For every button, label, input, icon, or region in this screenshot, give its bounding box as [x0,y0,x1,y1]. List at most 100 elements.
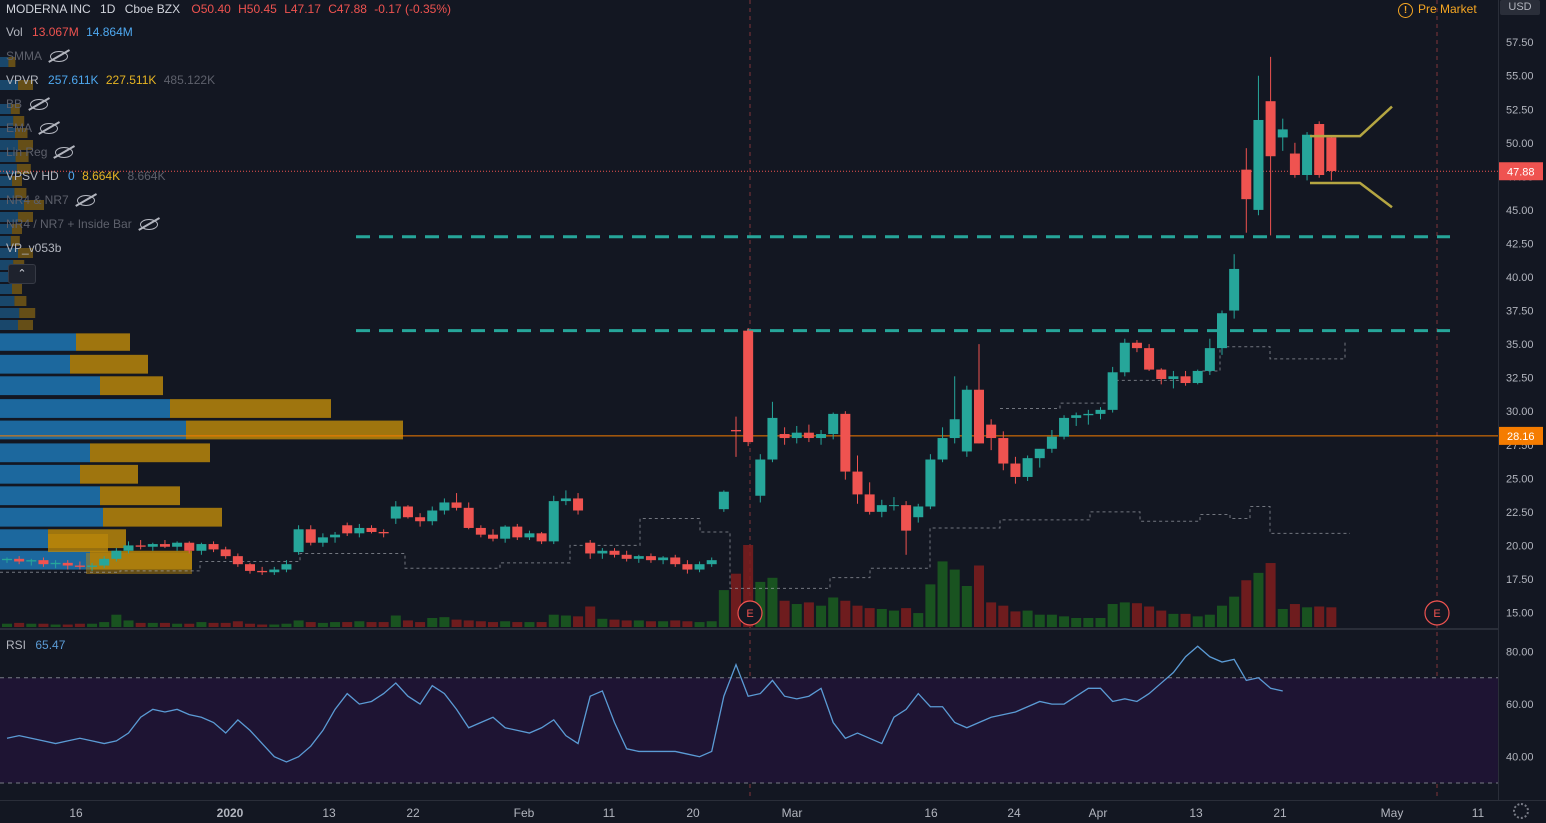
candle-body [767,417,778,460]
candle-body [974,389,984,444]
volume-bar [38,623,49,627]
rsi-line [6,645,1283,763]
vp-bar-upper-up [0,128,15,138]
legend-vol[interactable]: Vol 13.067M 14.864M [6,25,133,39]
stepline-lower [0,505,1350,589]
vp-bar-upper-down [14,296,27,306]
volume-bar [196,622,207,627]
vol-label: Vol [6,25,23,39]
volume-bar [451,619,462,627]
legend-linreg[interactable]: Lin Reg [6,145,74,159]
time-tick-label: 20 [686,806,700,820]
candle-body [1289,153,1300,176]
time-tick-label: 13 [322,806,336,820]
vp-bar-down [90,443,210,463]
volume-bar [901,608,912,627]
candle-body [1046,436,1057,449]
volume-bar [99,622,110,627]
candle-body [706,560,717,565]
hidden-eye-icon[interactable] [30,99,49,111]
vpvr-label: VPVR [6,73,39,87]
interval[interactable]: 1D [100,2,116,16]
candle-body [840,413,851,472]
high-value: H50.45 [238,2,277,16]
legend-nr-inside[interactable]: NR4 / NR7 + Inside Bar [6,217,158,231]
volume-bar [1229,596,1240,627]
vpsv-value-2: 8.664K [82,169,121,183]
time-tick-label: 11 [603,806,616,820]
legend-nr[interactable]: NR4 & NR7 [6,193,95,207]
earnings-marker-label: E [1433,608,1440,620]
volume-bar [87,623,98,627]
candle-body [439,502,450,511]
candle-body [791,432,802,439]
volume-bar [305,622,316,627]
volume-bar [74,623,85,627]
volume-bar [1144,606,1155,627]
vp-bar-upper-down [18,248,33,258]
marked-price-label: 28.16 [1507,431,1535,443]
legend-vpvr[interactable]: VPVR 257.611K 227.511K 485.122K [6,73,215,87]
volume-bar [488,622,498,627]
hidden-eye-icon[interactable] [55,147,74,159]
legend-rsi[interactable]: RSI 65.47 [6,638,65,652]
vp-bar-up [0,333,76,351]
price-tick-label: 45.00 [1506,205,1534,217]
hidden-eye-icon[interactable] [40,123,59,135]
volume-bar [925,584,936,627]
legend-bb[interactable]: BB [6,97,49,111]
legend-ema[interactable]: EMA [6,121,59,135]
candle-body [159,544,170,547]
legend-vpsv[interactable]: VPSV HD 0 8.664K 8.664K [6,169,166,183]
vp-bar-up [0,486,100,506]
linreg-label: Lin Reg [6,145,48,159]
volume-bar [840,600,851,627]
candle-body [645,556,656,561]
candle-body [888,505,899,507]
vp-bar-upper-up [0,248,18,258]
settings-gear-icon[interactable] [1513,803,1529,819]
vp-bar-upper-up [0,272,15,282]
volume-bar [779,600,790,627]
volume-bar [1265,563,1276,627]
volume-bar [402,620,413,627]
hidden-eye-icon[interactable] [139,219,158,231]
candle-body [500,526,511,539]
volume-bar [791,604,802,627]
legend-smma[interactable]: SMMA [6,49,68,63]
vpvr-value-1: 257.611K [48,73,99,87]
candle-body [1168,376,1179,379]
time-tick-label: 21 [1273,806,1287,820]
vp-bar-upper-down [10,104,20,114]
vp-bar-upper-down [13,116,25,126]
premarket-indicator[interactable]: ! Pre Market [1398,2,1477,18]
vp-bar-upper-down [18,320,33,330]
vp-bar-up [0,507,103,527]
vp-bar-upper-up [0,308,20,318]
candle-body [38,560,49,565]
candle-body [1107,372,1118,410]
volume-bar [706,621,717,627]
vp-bar-upper-up [0,116,14,126]
volume-bar [281,623,292,627]
volume-bar [50,624,61,627]
hidden-eye-icon[interactable] [76,195,95,207]
candle-body [135,545,146,547]
candle-body [1277,129,1288,138]
volume-bar [755,581,766,627]
legend-vp[interactable]: VP_v053b [6,241,61,255]
volume-bar [961,586,972,627]
low-value: L47.17 [284,2,321,16]
candle-body [779,434,790,439]
candle-body [366,527,377,532]
symbol-name[interactable]: MODERNA INC [6,2,91,16]
hidden-eye-icon[interactable] [50,51,68,63]
vpvr-value-2: 227.511K [105,73,157,87]
candle-body [585,542,596,554]
currency-badge[interactable]: USD [1500,0,1540,15]
candle-body [803,432,814,439]
collapse-legend-button[interactable]: ⌃ [8,264,36,284]
vpsv-value-1: 0 [68,169,75,183]
